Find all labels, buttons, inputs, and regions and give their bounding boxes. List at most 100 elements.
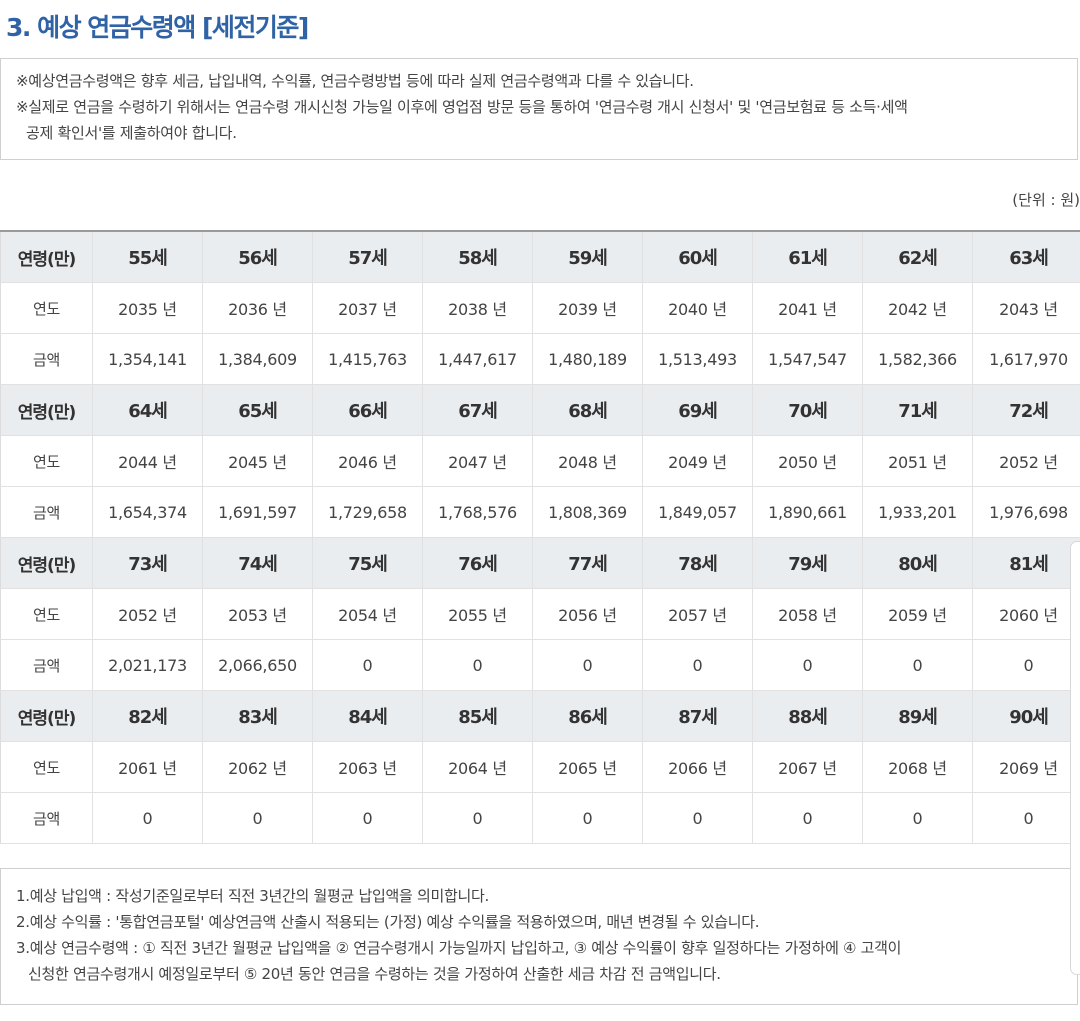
year-cell: 2056 년 [532, 588, 643, 640]
amount-row: 금액 0 0 0 0 0 0 0 0 0 [0, 792, 1080, 844]
year-cell: 2044 년 [92, 435, 203, 487]
age-cell: 81세 [972, 537, 1080, 589]
age-cell: 69세 [642, 384, 753, 436]
amount-row: 금액 1,354,141 1,384,609 1,415,763 1,447,617 1,… [0, 333, 1080, 385]
age-header-cell: 연령(만) [0, 384, 93, 436]
amount-cell: 0 [422, 639, 533, 691]
notice-line: ※예상연금수령액은 향후 세금, 납입내역, 수익률, 연금수령방법 등에 따라… [16, 72, 694, 90]
page-title: 3. 예상 연금수령액 [세전기준] [6, 13, 309, 42]
year-cell: 2062 년 [202, 741, 313, 793]
year-cell: 2042 년 [862, 282, 973, 334]
year-cell: 2060 년 [972, 588, 1080, 640]
pension-table-body: 연령(만) 55세 56세 57세 58세 59세 60세 61세 62세 63세 연도 2035 년… [0, 231, 1080, 844]
amount-cell: 0 [532, 792, 643, 844]
year-row: 연도 2061 년 2062 년 2063 년 2064 년 2065 년 2066 년 20… [0, 741, 1080, 793]
year-cell: 2036 년 [202, 282, 313, 334]
year-cell: 2055 년 [422, 588, 533, 640]
amount-cell: 1,976,698 [972, 486, 1080, 538]
age-cell: 70세 [752, 384, 863, 436]
year-cell: 2054 년 [312, 588, 423, 640]
year-cell: 2047 년 [422, 435, 533, 487]
year-cell: 2059 년 [862, 588, 973, 640]
footnote: 2.예상 수익률 : '통합연금포털' 예상연금액 산출시 적용되는 (가정) … [16, 913, 760, 931]
amount-cell: 0 [752, 639, 863, 691]
age-header-cell: 연령(만) [0, 690, 93, 742]
year-cell: 2067 년 [752, 741, 863, 793]
amount-cell: 1,768,576 [422, 486, 533, 538]
age-cell: 63세 [972, 231, 1080, 283]
amount-cell: 0 [972, 639, 1080, 691]
age-cell: 67세 [422, 384, 533, 436]
age-row: 연령(만) 73세 74세 75세 76세 77세 78세 79세 80세 81세 [0, 537, 1080, 589]
year-cell: 2052 년 [92, 588, 203, 640]
amount-row: 금액 2,021,173 2,066,650 0 0 0 0 0 0 0 [0, 639, 1080, 691]
year-cell: 2040 년 [642, 282, 753, 334]
age-cell: 56세 [202, 231, 313, 283]
amount-cell: 1,617,970 [972, 333, 1080, 385]
footnotes-box: 1.예상 납입액 : 작성기준일로부터 직전 3년간의 월평균 납입액을 의미합… [0, 868, 1078, 1005]
year-cell: 2068 년 [862, 741, 973, 793]
amount-cell: 0 [202, 792, 313, 844]
year-row: 연도 2035 년 2036 년 2037 년 2038 년 2039 년 2040 년 20… [0, 282, 1080, 334]
amount-cell: 1,415,763 [312, 333, 423, 385]
year-cell: 2049 년 [642, 435, 753, 487]
age-cell: 76세 [422, 537, 533, 589]
age-cell: 84세 [312, 690, 423, 742]
pension-table: 연령(만) 55세 56세 57세 58세 59세 60세 61세 62세 63세 연도 2035 년… [0, 230, 1080, 844]
age-cell: 62세 [862, 231, 973, 283]
amount-cell: 0 [642, 792, 753, 844]
year-cell: 2065 년 [532, 741, 643, 793]
amount-cell: 0 [862, 639, 973, 691]
amount-cell: 1,808,369 [532, 486, 643, 538]
amount-cell: 1,547,547 [752, 333, 863, 385]
age-header-cell: 연령(만) [0, 231, 93, 283]
amount-row: 금액 1,654,374 1,691,597 1,729,658 1,768,576 1,… [0, 486, 1080, 538]
age-cell: 60세 [642, 231, 753, 283]
year-cell: 2057 년 [642, 588, 753, 640]
age-cell: 87세 [642, 690, 753, 742]
year-cell: 2058 년 [752, 588, 863, 640]
amount-cell: 1,447,617 [422, 333, 533, 385]
amount-cell: 0 [862, 792, 973, 844]
year-cell: 2050 년 [752, 435, 863, 487]
year-cell: 2045 년 [202, 435, 313, 487]
age-cell: 71세 [862, 384, 973, 436]
age-cell: 74세 [202, 537, 313, 589]
year-cell: 2064 년 [422, 741, 533, 793]
age-cell: 83세 [202, 690, 313, 742]
age-row: 연령(만) 55세 56세 57세 58세 59세 60세 61세 62세 63세 [0, 231, 1080, 283]
amount-cell: 0 [532, 639, 643, 691]
amount-cell: 1,890,661 [752, 486, 863, 538]
age-cell: 82세 [92, 690, 203, 742]
footnote: 신청한 연금수령개시 예정일로부터 ⑤ 20년 동안 연금을 수령하는 것을 가… [28, 965, 721, 983]
amount-cell: 0 [92, 792, 203, 844]
unit-label: (단위 : 원) [1012, 191, 1080, 209]
age-cell: 77세 [532, 537, 643, 589]
year-cell: 2039 년 [532, 282, 643, 334]
footnote: 1.예상 납입액 : 작성기준일로부터 직전 3년간의 월평균 납입액을 의미합… [16, 887, 489, 905]
age-cell: 57세 [312, 231, 423, 283]
scroll-indicator[interactable] [1070, 541, 1080, 975]
amount-cell: 0 [642, 639, 753, 691]
amount-cell: 1,933,201 [862, 486, 973, 538]
age-header-cell: 연령(만) [0, 537, 93, 589]
age-cell: 80세 [862, 537, 973, 589]
amount-cell: 1,729,658 [312, 486, 423, 538]
year-cell: 2043 년 [972, 282, 1080, 334]
year-row: 연도 2052 년 2053 년 2054 년 2055 년 2056 년 2057 년 20… [0, 588, 1080, 640]
amount-label-cell: 금액 [0, 486, 93, 538]
age-cell: 59세 [532, 231, 643, 283]
amount-cell: 0 [312, 792, 423, 844]
year-cell: 2051 년 [862, 435, 973, 487]
amount-cell: 1,654,374 [92, 486, 203, 538]
age-row: 연령(만) 64세 65세 66세 67세 68세 69세 70세 71세 72세 [0, 384, 1080, 436]
amount-cell: 1,480,189 [532, 333, 643, 385]
year-label-cell: 연도 [0, 435, 93, 487]
amount-label-cell: 금액 [0, 792, 93, 844]
amount-cell: 2,021,173 [92, 639, 203, 691]
year-cell: 2053 년 [202, 588, 313, 640]
age-cell: 89세 [862, 690, 973, 742]
year-cell: 2052 년 [972, 435, 1080, 487]
year-cell: 2069 년 [972, 741, 1080, 793]
year-cell: 2046 년 [312, 435, 423, 487]
